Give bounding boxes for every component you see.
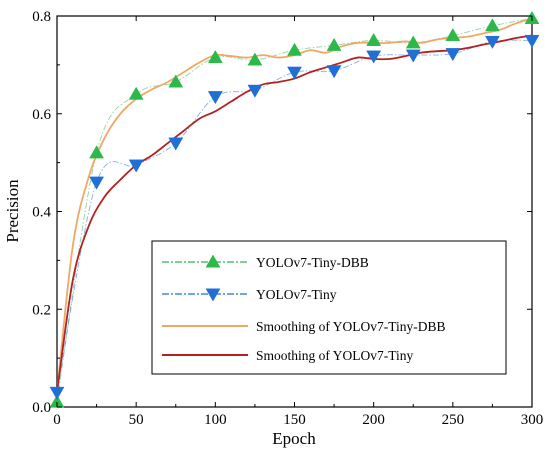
dbb-marker bbox=[326, 37, 342, 51]
tiny-marker bbox=[168, 137, 184, 151]
tiny-marker bbox=[287, 66, 302, 80]
x-tick-label: 200 bbox=[362, 412, 385, 428]
y-tick-label: 0.6 bbox=[32, 107, 51, 123]
tiny-marker bbox=[524, 34, 540, 48]
y-tick-label: 0.4 bbox=[32, 205, 51, 221]
x-axis-title: Epoch bbox=[272, 429, 316, 448]
legend-label: Smoothing of YOLOv7-Tiny bbox=[256, 348, 414, 363]
x-tick-label: 50 bbox=[129, 412, 144, 428]
tiny-marker bbox=[89, 176, 105, 190]
tiny-marker bbox=[207, 91, 223, 105]
dbb-marker bbox=[405, 35, 421, 49]
tiny-marker bbox=[128, 159, 144, 173]
tiny-marker bbox=[405, 49, 421, 63]
dbb-marker bbox=[287, 42, 302, 56]
tiny-marker bbox=[366, 50, 382, 64]
legend-label: YOLOv7-Tiny-DBB bbox=[256, 255, 369, 270]
dbb-marker bbox=[247, 52, 263, 66]
dbb-marker bbox=[168, 74, 184, 88]
x-tick-label: 0 bbox=[53, 412, 61, 428]
legend: YOLOv7-Tiny-DBB YOLOv7-Tiny Smoothing of Y… bbox=[151, 240, 507, 375]
legend-label: YOLOv7-Tiny bbox=[256, 287, 337, 302]
dbb-marker bbox=[128, 86, 144, 100]
dbb-marker bbox=[445, 28, 461, 42]
x-tick-label: 100 bbox=[204, 412, 227, 428]
tiny-marker bbox=[49, 386, 65, 400]
x-tick-label: 300 bbox=[521, 412, 544, 428]
x-tick-label: 150 bbox=[283, 412, 306, 428]
legend-triangle-up-icon bbox=[205, 254, 221, 268]
tiny-marker bbox=[247, 84, 263, 98]
series-line-yolov7-tiny-dbb bbox=[57, 18, 532, 403]
y-tick-label: 0.0 bbox=[32, 400, 51, 416]
dbb-marker bbox=[484, 18, 500, 32]
dbb-marker bbox=[89, 145, 105, 159]
legend-label: Smoothing of YOLOv7-Tiny-DBB bbox=[256, 319, 446, 334]
y-tick-label: 0.8 bbox=[32, 9, 51, 25]
dbb-marker bbox=[207, 50, 223, 64]
dbb-marker bbox=[366, 32, 382, 46]
tiny-marker bbox=[484, 35, 500, 49]
tiny-marker bbox=[445, 48, 461, 62]
y-tick-label: 0.2 bbox=[32, 302, 51, 318]
tiny-marker bbox=[326, 65, 342, 79]
legend-triangle-down-icon bbox=[205, 288, 221, 302]
y-axis-title: Precision bbox=[3, 179, 22, 243]
x-tick-label: 250 bbox=[442, 412, 465, 428]
